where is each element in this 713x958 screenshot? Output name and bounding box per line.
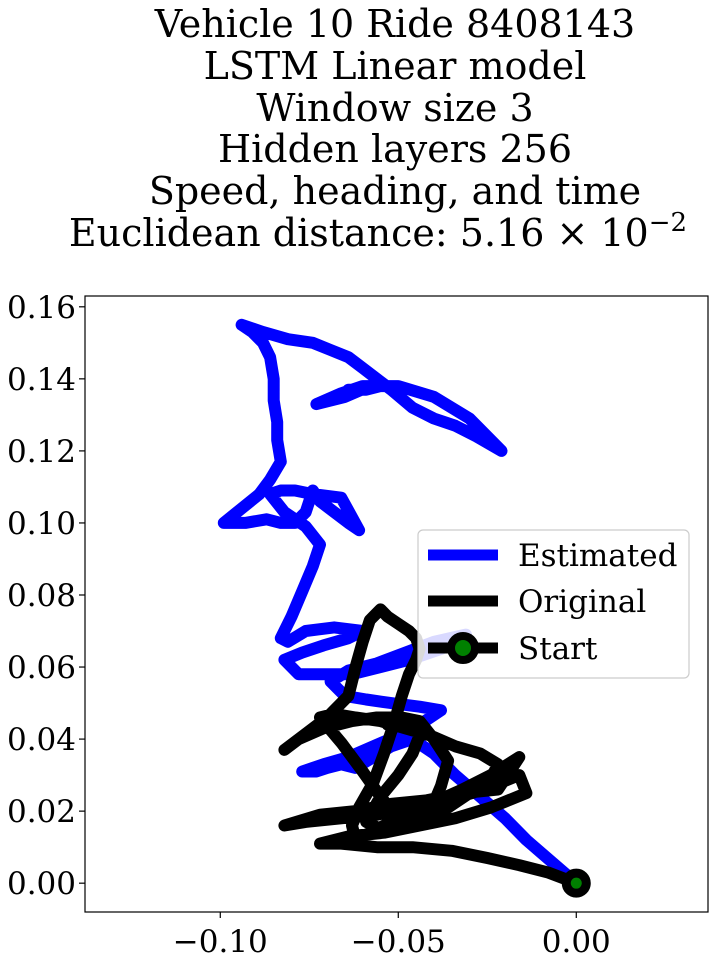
legend-start-swatch-marker [447,632,479,664]
y-tick-label: 0.12 [7,434,76,470]
y-tick-label: 0.16 [7,290,76,326]
y-tick-label: 0.06 [7,650,76,686]
legend-estimated-label: Estimated [518,538,677,574]
x-tick-label: 0.00 [542,924,611,958]
title-line-4: Hidden layers 256 [218,127,572,171]
chart-title: Vehicle 10 Ride 8408143 LSTM Linear mode… [69,2,687,255]
title-line-5: Speed, heading, and time [149,169,641,213]
start-point-marker [561,868,591,898]
y-tick-label: 0.14 [7,362,76,398]
plot-area-frame [84,295,709,913]
y-tick-label: 0.10 [7,506,76,542]
title-line-6: Euclidean distance: 5.16 × 10−2 [69,208,687,255]
title-line-2: LSTM Linear model [204,44,587,88]
title-line-3: Window size 3 [256,86,533,130]
x-tick-label: −0.10 [173,924,268,958]
y-tick-label: 0.04 [7,722,76,758]
legend-frame [417,529,690,679]
legend-start-label: Start [518,631,598,667]
x-tick-label: −0.05 [351,924,446,958]
original-series-line [278,603,583,890]
series-layer [217,318,591,898]
y-tick-label: 0.08 [7,578,76,614]
y-tick-label: 0.00 [7,866,76,902]
title-line-6-base: Euclidean distance: 5.16 × 10 [69,211,649,255]
title-exponent: −2 [649,208,687,238]
legend: Estimated Original Start [417,529,690,679]
axis-ticks: −0.10 −0.05 0.00 0.00 0.02 0.04 0.06 0.08 0.10 0.… [7,290,611,958]
estimated-series-line [217,318,583,890]
y-tick-label: 0.02 [7,794,76,830]
title-line-1: Vehicle 10 Ride 8408143 [154,2,635,46]
legend-original-label: Original [518,584,646,620]
